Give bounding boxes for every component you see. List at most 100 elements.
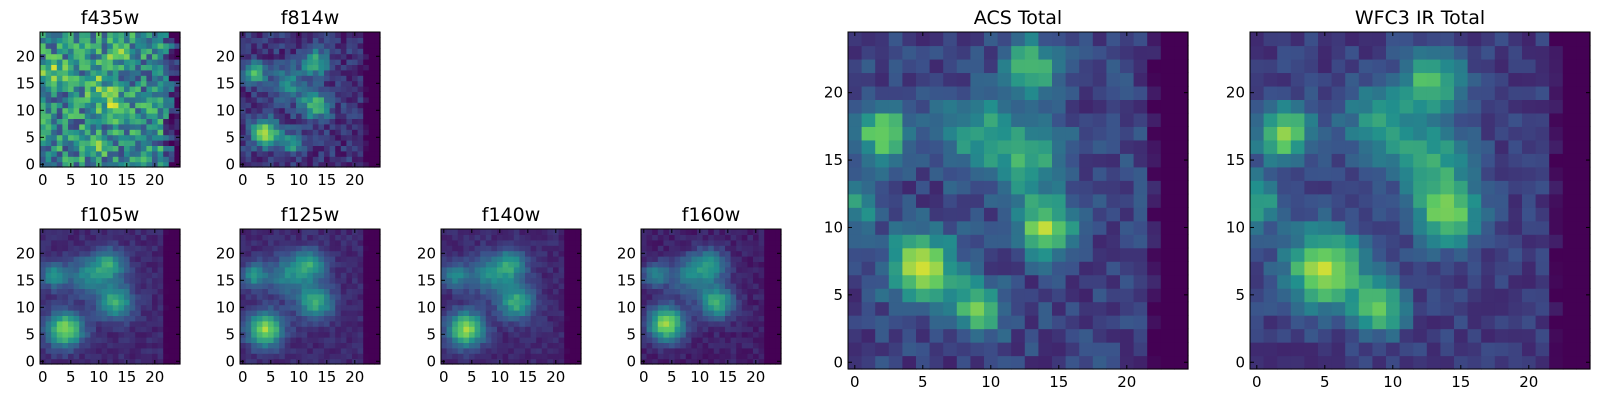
heatmap-cell bbox=[956, 301, 971, 316]
heatmap-cell bbox=[62, 320, 69, 327]
heatmap-cell bbox=[497, 234, 504, 241]
heatmap-cell bbox=[124, 37, 131, 44]
heatmap-cell bbox=[943, 220, 958, 235]
heatmap-cell bbox=[51, 107, 58, 114]
heatmap-cell bbox=[45, 156, 52, 163]
heatmap-cell bbox=[335, 283, 342, 289]
heatmap-cell bbox=[168, 299, 175, 306]
heatmap-cell bbox=[1318, 274, 1333, 289]
heatmap-cell bbox=[708, 277, 715, 284]
heatmap-cell bbox=[45, 272, 52, 279]
heatmap-cell bbox=[40, 266, 47, 273]
heatmap-cell bbox=[1160, 274, 1175, 289]
heatmap-cell bbox=[480, 261, 487, 268]
heatmap-cell bbox=[1372, 180, 1387, 195]
heatmap-cell bbox=[741, 229, 748, 235]
heatmap-cell bbox=[45, 129, 52, 136]
heatmap-cell bbox=[1372, 220, 1387, 235]
heatmap-cell bbox=[1147, 261, 1162, 276]
heatmap-cell bbox=[152, 145, 159, 152]
heatmap-cell bbox=[318, 123, 325, 130]
heatmap-cell bbox=[1372, 207, 1387, 222]
heatmap-cell bbox=[79, 53, 86, 60]
heatmap-cell bbox=[1065, 220, 1080, 235]
heatmap-cell bbox=[861, 32, 876, 47]
heatmap-cell bbox=[324, 261, 331, 268]
heatmap-cell bbox=[40, 245, 47, 252]
heatmap-cell bbox=[861, 99, 876, 114]
heatmap-cell bbox=[268, 347, 275, 354]
heatmap-cell bbox=[279, 310, 286, 316]
heatmap-cell bbox=[256, 80, 263, 87]
heatmap-cell bbox=[1467, 193, 1482, 208]
heatmap-cell bbox=[135, 42, 142, 49]
heatmap-cell bbox=[51, 156, 58, 163]
heatmap-cell bbox=[775, 347, 782, 354]
heatmap-cell bbox=[725, 266, 732, 273]
heatmap-cell bbox=[736, 326, 743, 333]
heatmap-cell bbox=[51, 299, 58, 306]
heatmap-cell bbox=[273, 250, 280, 257]
heatmap-cell bbox=[279, 134, 286, 141]
heatmap-cell bbox=[163, 134, 170, 141]
heatmap-cell bbox=[79, 113, 86, 119]
heatmap-cell bbox=[124, 337, 131, 343]
heatmap-cell bbox=[256, 102, 263, 109]
heatmap-cell bbox=[318, 310, 325, 316]
heatmap-cell bbox=[152, 75, 159, 82]
heatmap-cell bbox=[335, 64, 342, 71]
heatmap-cell bbox=[157, 59, 164, 65]
heatmap-cell bbox=[163, 37, 170, 44]
heatmap-cell bbox=[861, 112, 876, 127]
heatmap-cell bbox=[363, 331, 370, 338]
heatmap-cell bbox=[558, 256, 565, 262]
heatmap-cell bbox=[307, 96, 314, 103]
y-tick-label: 15 bbox=[417, 271, 436, 289]
heatmap-cell bbox=[240, 102, 247, 109]
heatmap-cell bbox=[56, 64, 63, 71]
heatmap-cell bbox=[301, 315, 308, 322]
y-tick-label: 0 bbox=[225, 352, 235, 370]
heatmap-cell bbox=[564, 304, 571, 311]
heatmap-cell bbox=[1038, 328, 1053, 343]
heatmap-cell bbox=[168, 107, 175, 114]
heatmap-cell bbox=[1024, 247, 1039, 262]
heatmap-cell bbox=[124, 304, 131, 311]
heatmap-cell bbox=[290, 69, 297, 76]
heatmap-cell bbox=[79, 118, 86, 125]
heatmap-cell bbox=[697, 320, 704, 327]
heatmap-cell bbox=[569, 266, 576, 273]
heatmap-cell bbox=[124, 42, 131, 49]
heatmap-cell bbox=[129, 91, 136, 98]
heatmap-cell bbox=[1549, 261, 1564, 276]
heatmap-cell bbox=[775, 320, 782, 327]
heatmap-cell bbox=[1508, 180, 1523, 195]
heatmap-cell bbox=[1358, 153, 1373, 168]
heatmap-cell bbox=[1106, 45, 1121, 60]
heatmap-cell bbox=[335, 326, 342, 333]
heatmap-cell bbox=[256, 129, 263, 136]
heatmap-cell bbox=[146, 250, 153, 257]
heatmap-cell bbox=[485, 272, 492, 279]
heatmap-cell bbox=[340, 53, 347, 60]
heatmap-cell bbox=[73, 134, 80, 141]
heatmap-cell bbox=[357, 150, 364, 157]
heatmap-cell bbox=[502, 229, 509, 235]
heatmap-cell bbox=[1024, 234, 1039, 249]
heatmap-cell bbox=[273, 277, 280, 284]
heatmap-cell bbox=[646, 315, 653, 322]
heatmap-cell bbox=[51, 358, 58, 365]
heatmap-cell bbox=[279, 239, 286, 246]
heatmap-cell bbox=[875, 220, 890, 235]
heatmap-cell bbox=[352, 53, 359, 60]
heatmap-cell bbox=[1011, 126, 1026, 141]
heatmap-cell bbox=[547, 239, 554, 246]
heatmap-cell bbox=[140, 326, 147, 333]
heatmap-cell bbox=[1174, 193, 1189, 208]
heatmap-cell bbox=[118, 293, 125, 300]
x-tick-label: 15 bbox=[1049, 373, 1068, 391]
heatmap-cell bbox=[943, 153, 958, 168]
heatmap-cell bbox=[335, 293, 342, 300]
heatmap-cell bbox=[45, 118, 52, 125]
